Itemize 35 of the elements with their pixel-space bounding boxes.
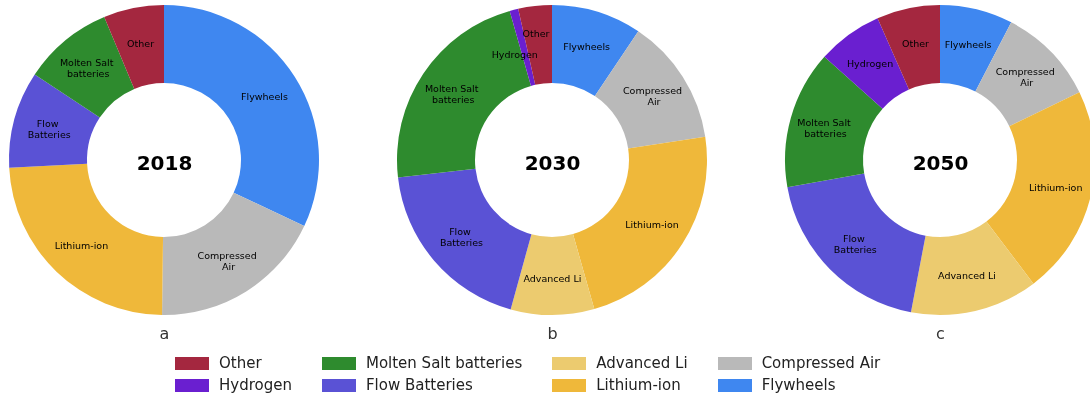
slice-label: Flow Batteries <box>27 117 71 140</box>
text: 2018 <box>136 151 193 175</box>
slice-label: Molten Salt batteries <box>797 116 854 139</box>
slice-label: Hydrogen <box>846 58 894 70</box>
slice-label: Molten Salt batteries <box>424 82 482 105</box>
legend-label: Flow Batteries <box>365 376 473 394</box>
slice-label: Advanced Li <box>523 273 582 285</box>
slice-label: Flow Batteries <box>833 232 877 255</box>
text: 2030 <box>524 151 581 175</box>
legend-label: Other <box>219 354 262 372</box>
slice-label: Lithium-ion <box>1028 182 1083 194</box>
slice-label: Flywheels <box>563 40 611 52</box>
text: c <box>936 323 945 343</box>
slice-label: Other <box>522 28 550 40</box>
slice-label: Other <box>127 37 155 49</box>
legend-label: Advanced Li <box>596 354 688 372</box>
slice-label: Advanced Li <box>938 270 996 282</box>
slice-label: Flow Batteries <box>440 226 484 249</box>
slice-label: Compressed Air <box>622 85 682 108</box>
slice-label: Lithium-ion <box>54 240 109 252</box>
legend-label: Molten Salt batteries <box>365 354 523 372</box>
slice-label: Compressed Air <box>197 249 257 272</box>
legend-label: Lithium-ion <box>596 376 681 394</box>
slice-label: Molten Salt batteries <box>59 57 117 80</box>
text: a <box>159 323 170 343</box>
slice-label: Flywheels <box>241 90 288 102</box>
slice-label: Lithium-ion <box>625 218 679 230</box>
slice-label: Other <box>902 38 930 50</box>
legend-label: Compressed Air <box>761 354 881 372</box>
legend-label: Flywheels <box>761 376 836 394</box>
text: b <box>547 323 558 343</box>
text: 2050 <box>912 151 969 175</box>
slice-label: Compressed Air <box>995 65 1055 88</box>
slice-label: Flywheels <box>944 38 992 50</box>
legend-label: Hydrogen <box>219 376 292 394</box>
